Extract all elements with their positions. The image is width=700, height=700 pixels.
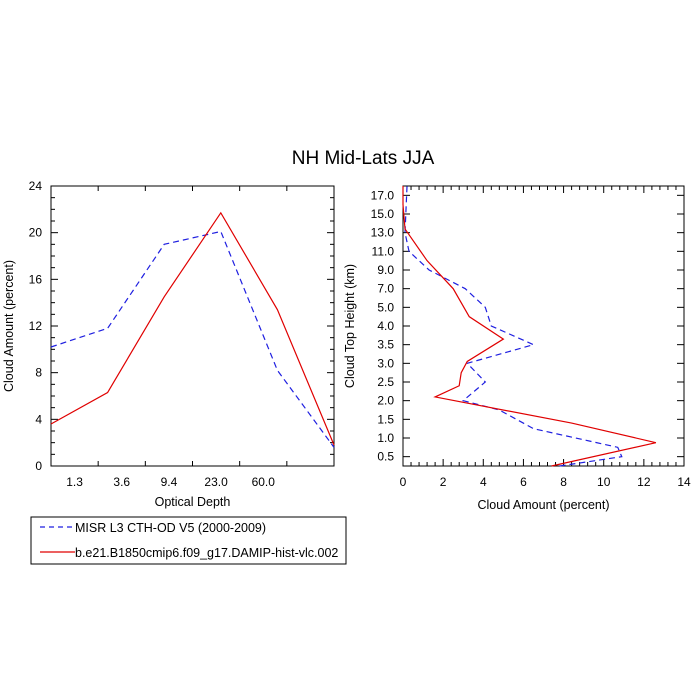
right-series-misr-line xyxy=(404,185,623,467)
right-x-tick-label: 6 xyxy=(520,475,527,489)
right-y-tick-label: 1.5 xyxy=(377,412,394,426)
right-x-axis-label: Cloud Amount (percent) xyxy=(477,498,609,512)
left-x-tick-label: 23.0 xyxy=(204,475,228,489)
right-x-tick-label: 14 xyxy=(677,475,691,489)
right-y-tick-label: 7.0 xyxy=(377,282,394,296)
left-x-axis-label: Optical Depth xyxy=(155,495,231,509)
left-x-tick-label: 3.6 xyxy=(113,475,130,489)
left-axis-ticks: 0 4 8 12 16 20 24 1.3 3.6 9.4 23.0 60.0 xyxy=(29,179,335,489)
left-series-model-line xyxy=(50,211,335,446)
right-series-model-line xyxy=(402,186,657,467)
left-y-tick-label: 16 xyxy=(29,272,43,286)
right-y-tick-label: 17.0 xyxy=(371,188,395,202)
right-x-tick-label: 12 xyxy=(637,475,651,489)
left-x-tick-label: 1.3 xyxy=(66,475,83,489)
right-x-tick-label: 0 xyxy=(400,475,407,489)
right-panel-cloud-top-height: 0 2 4 6 8 10 12 14 0.5 1.0 1.5 2.0 2.5 3.0 3.5 4.0 5.0 7.… xyxy=(343,185,691,512)
right-y-tick-label: 0.5 xyxy=(377,450,394,464)
right-y-tick-label: 2.5 xyxy=(377,375,394,389)
right-y-tick-label: 5.0 xyxy=(377,300,394,314)
right-y-axis-label: Cloud Top Height (km) xyxy=(343,264,357,388)
left-panel-optical-depth: 0 4 8 12 16 20 24 1.3 3.6 9.4 23.0 60.0 Optical Dep… xyxy=(2,179,335,509)
right-y-tick-label: 3.5 xyxy=(377,338,394,352)
right-x-tick-label: 10 xyxy=(597,475,611,489)
left-series-misr-line xyxy=(50,230,335,448)
right-y-tick-label: 2.0 xyxy=(377,394,394,408)
left-y-tick-label: 8 xyxy=(35,366,42,380)
right-series-lines xyxy=(402,185,657,467)
left-y-tick-label: 4 xyxy=(35,412,42,426)
right-x-tick-label: 2 xyxy=(440,475,447,489)
right-y-tick-label: 4.0 xyxy=(377,319,394,333)
right-y-tick-label: 11.0 xyxy=(372,244,395,258)
left-y-axis-label: Cloud Amount (percent) xyxy=(2,260,16,392)
right-axis-ticks: 0 2 4 6 8 10 12 14 0.5 1.0 1.5 2.0 2.5 3.0 3.5 4.0 5.0 7.… xyxy=(371,186,691,489)
legend-label-misr: MISR L3 CTH-OD V5 (2000-2009) xyxy=(75,521,266,535)
legend-label-model: b.e21.B1850cmip6.f09_g17.DAMIP-hist-vlc.… xyxy=(75,546,338,560)
right-y-tick-label: 1.0 xyxy=(377,431,394,445)
right-y-tick-label: 13.0 xyxy=(371,226,395,240)
left-y-tick-label: 24 xyxy=(29,179,43,193)
right-y-tick-label: 15.0 xyxy=(371,207,395,221)
left-y-tick-label: 12 xyxy=(29,319,43,333)
right-x-tick-label: 8 xyxy=(560,475,567,489)
legend: MISR L3 CTH-OD V5 (2000-2009) b.e21.B185… xyxy=(30,516,347,565)
right-x-tick-label: 4 xyxy=(480,475,487,489)
left-y-tick-label: 20 xyxy=(29,226,43,240)
left-series-lines xyxy=(50,211,335,448)
legend-box xyxy=(30,516,347,565)
left-x-tick-label: 9.4 xyxy=(161,475,178,489)
figure-title: NH Mid-Lats JJA xyxy=(292,148,435,169)
right-y-tick-label: 9.0 xyxy=(377,263,394,277)
right-y-tick-label: 3.0 xyxy=(377,356,394,370)
left-x-tick-label: 60.0 xyxy=(252,475,276,489)
left-y-tick-label: 0 xyxy=(35,459,42,473)
